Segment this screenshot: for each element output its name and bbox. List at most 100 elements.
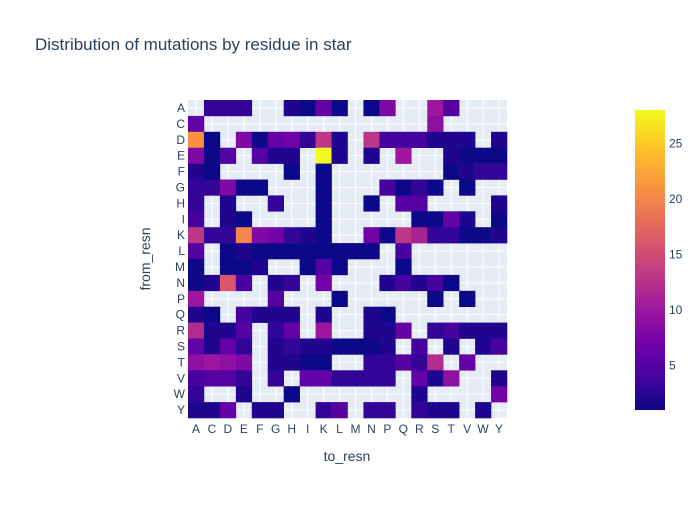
heatmap-cell-E-W <box>475 147 492 164</box>
heatmap-cell-E-V <box>459 147 476 164</box>
x-tick-label: Y <box>495 422 503 436</box>
heatmap-cell-F-T <box>443 163 460 180</box>
heatmap-cell-Y-N <box>363 402 380 419</box>
y-tick-label: W <box>174 387 186 401</box>
heatmap-cell-L-D <box>219 243 237 260</box>
heatmap-cell-K-F <box>251 227 269 244</box>
x-tick-label: H <box>287 422 296 436</box>
heatmap-cell-S-P <box>379 338 396 355</box>
heatmap-cell-R-G <box>267 322 284 339</box>
heatmap-cell-K-E <box>235 227 253 244</box>
heatmap-cell-D-F <box>251 131 269 148</box>
heatmap-cell-S-Y <box>491 338 508 355</box>
heatmap-cell-S-M <box>347 338 364 355</box>
x-tick-label: R <box>415 422 424 436</box>
heatmap-cell-T-A <box>188 354 205 371</box>
heatmap-cell-Q-K <box>315 306 332 323</box>
x-tick-label: T <box>448 422 456 436</box>
heatmap-cell-G-F <box>251 179 269 196</box>
heatmap-cell-N-T <box>443 274 460 292</box>
heatmap-cell-V-A <box>188 370 205 387</box>
heatmap-cell-Y-T <box>443 402 460 419</box>
heatmap-cell-K-P <box>379 227 396 244</box>
heatmap-cell-S-I <box>299 338 316 355</box>
heatmap-cell-T-N <box>363 354 380 371</box>
heatmap-cell-E-A <box>188 147 205 164</box>
heatmap-cell-I-V <box>459 211 476 228</box>
y-tick-label: H <box>176 196 185 210</box>
x-tick-label: Q <box>399 422 408 436</box>
heatmap-cells <box>188 100 508 419</box>
heatmap-cell-V-P <box>379 370 396 387</box>
heatmap-cell-V-Y <box>491 370 508 387</box>
heatmap-cell-S-N <box>363 338 380 355</box>
heatmap-cell-N-Q <box>395 274 412 292</box>
x-tick-label: I <box>306 422 309 436</box>
heatmap-cell-Q-A <box>188 306 205 323</box>
y-tick-label: G <box>176 180 185 194</box>
heatmap-cell-M-D <box>219 259 237 276</box>
heatmap-cell-T-Q <box>395 354 412 371</box>
heatmap-cell-K-R <box>411 227 428 244</box>
heatmap-cell-D-S <box>427 131 444 148</box>
heatmap-cell-E-G <box>267 147 284 164</box>
heatmap-cell-A-C <box>203 100 221 117</box>
heatmap-cell-R-N <box>363 322 380 339</box>
heatmap-cell-H-Q <box>395 195 412 212</box>
heatmap-cell-T-V <box>459 354 476 371</box>
heatmap-cell-V-S <box>427 370 444 387</box>
heatmap-cell-Y-K <box>315 402 332 419</box>
heatmap-cell-R-W <box>475 322 492 339</box>
heatmap-cell-Y-S <box>427 402 444 419</box>
x-tick-label: C <box>208 422 217 436</box>
heatmap-cell-I-S <box>427 211 444 228</box>
heatmap-cell-F-V <box>459 163 476 180</box>
heatmap-cell-Q-C <box>203 306 221 323</box>
y-tick-label: M <box>175 260 185 274</box>
x-tick-label: F <box>256 422 263 436</box>
x-tick-label: E <box>240 422 248 436</box>
heatmap-cell-S-E <box>235 338 253 355</box>
x-tick-label: A <box>192 422 200 436</box>
colorbar-tick-label: 25 <box>669 136 683 150</box>
heatmap-cell-M-Q <box>395 259 412 276</box>
heatmap-cell-S-T <box>443 338 460 355</box>
heatmap-cell-M-E <box>235 259 253 276</box>
heatmap-cell-Y-A <box>188 402 205 419</box>
heatmap-cell-D-N <box>363 131 380 148</box>
heatmap-cell-N-H <box>283 274 300 292</box>
heatmap-cell-Y-W <box>475 402 492 419</box>
y-axis-label: from_resn <box>137 227 153 290</box>
heatmap-cell-W-Y <box>491 386 508 403</box>
heatmap-cell-D-L <box>331 131 348 148</box>
heatmap-cell-E-D <box>219 147 237 164</box>
heatmap-cell-I-Y <box>491 211 508 228</box>
x-tick-label: P <box>383 422 391 436</box>
heatmap-cell-V-M <box>347 370 364 387</box>
heatmap-cell-P-A <box>188 290 205 307</box>
heatmap-cell-T-E <box>235 354 253 371</box>
heatmap-cell-D-R <box>411 131 428 148</box>
heatmap-cell-K-S <box>427 227 444 244</box>
heatmap-cell-C-S <box>427 115 444 133</box>
heatmap-cell-A-L <box>331 100 348 117</box>
heatmap-cell-R-Y <box>491 322 508 339</box>
heatmap-cell-S-L <box>331 338 348 355</box>
heatmap-cell-W-R <box>411 386 428 403</box>
heatmap-cell-D-I <box>299 131 316 148</box>
heatmap-cell-N-A <box>188 274 205 292</box>
colorbar-tick-label: 10 <box>669 303 683 317</box>
heatmap-cell-G-R <box>411 179 428 196</box>
heatmap-cell-P-G <box>267 290 284 307</box>
heatmap-cell-V-I <box>299 370 316 387</box>
heatmap-cell-R-C <box>203 322 221 339</box>
heatmap-cell-R-D <box>219 322 237 339</box>
y-tick-label: A <box>177 101 185 115</box>
heatmap-cell-N-E <box>235 274 253 292</box>
heatmap-cell-R-Q <box>395 322 412 339</box>
heatmap-cell-E-T <box>443 147 460 164</box>
heatmap-cell-M-A <box>188 259 205 276</box>
colorbar-ticks: 5 10 15 20 25 <box>669 136 683 372</box>
heatmap-cell-V-G <box>267 370 284 387</box>
